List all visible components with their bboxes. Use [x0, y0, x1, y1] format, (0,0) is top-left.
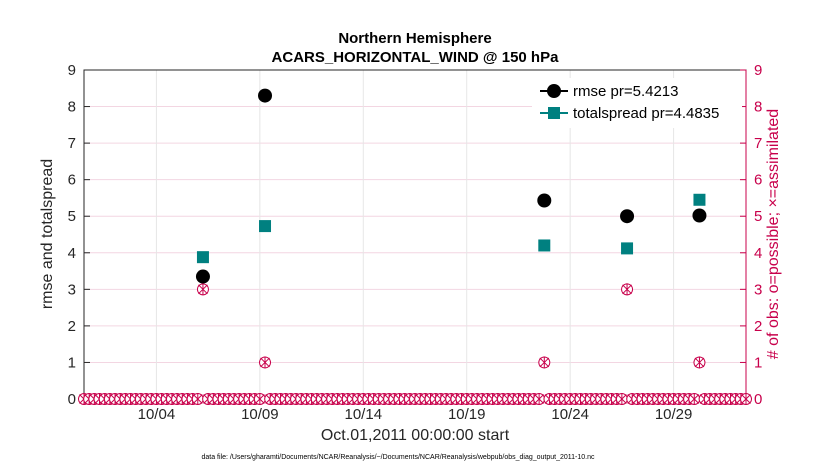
y-right-tick-label: 2	[754, 318, 762, 335]
totalspread-point	[621, 242, 634, 255]
rmse-point	[620, 209, 635, 224]
y-tick-label: 8	[68, 99, 76, 116]
chart-subtitle: ACARS_HORIZONTAL_WIND @ 150 hPa	[272, 49, 560, 66]
totalspread-point	[196, 251, 209, 264]
obs-count-markers	[78, 283, 752, 405]
legend-label-rmse: rmse pr=5.4213	[573, 83, 678, 100]
x-tick-label: 10/24	[551, 406, 589, 423]
y-tick-label: 0	[68, 391, 76, 408]
totalspread-point	[259, 220, 272, 233]
y-tick-label: 7	[68, 135, 76, 152]
y-axis-right-label: # of obs: o=possible; ×=assimilated	[765, 109, 782, 359]
series-markers	[195, 88, 707, 284]
totalspread-point	[538, 239, 551, 252]
y-right-tick-label: 0	[754, 391, 762, 408]
legend-label-totalspread: totalspread pr=4.4835	[573, 105, 719, 122]
data-file-footnote: data file: /Users/gharamti/Documents/NCA…	[201, 454, 595, 461]
rmse-point	[692, 208, 707, 223]
legend: rmse pr=5.4213 totalspread pr=4.4835	[532, 78, 742, 128]
x-tick-label: 10/04	[138, 406, 176, 423]
y-axis-right: 0 1 2 3 4 5 6 7 8 9	[740, 62, 762, 408]
legend-marker-totalspread	[548, 107, 560, 119]
x-axis-label: Oct.01,2011 00:00:00 start	[321, 427, 510, 444]
x-axis: 10/04 10/09 10/14 10/19 10/24 10/29	[138, 393, 693, 423]
y-axis-left: 0 1 2 3 4 5 6 7 8 9	[68, 62, 90, 408]
y-right-tick-label: 4	[754, 245, 762, 262]
y-right-tick-label: 5	[754, 208, 762, 225]
rmse-point	[537, 193, 552, 208]
y-tick-label: 3	[68, 281, 76, 298]
y-right-tick-label: 3	[754, 281, 762, 298]
y-tick-label: 4	[68, 245, 76, 262]
y-right-tick-label: 8	[754, 99, 762, 116]
y-right-tick-label: 1	[754, 354, 762, 371]
y-right-tick-label: 7	[754, 135, 762, 152]
rmse-point	[258, 88, 273, 103]
y-tick-label: 1	[68, 354, 76, 371]
x-tick-label: 10/19	[448, 406, 486, 423]
y-right-tick-label: 6	[754, 172, 762, 189]
y-tick-label: 9	[68, 62, 76, 79]
y-right-tick-label: 9	[754, 62, 762, 79]
y-tick-label: 6	[68, 172, 76, 189]
legend-marker-rmse	[547, 84, 561, 98]
x-tick-label: 10/29	[655, 406, 693, 423]
x-tick-label: 10/14	[345, 406, 383, 423]
chart-title: Northern Hemisphere	[338, 30, 491, 47]
totalspread-point	[693, 193, 706, 206]
rmse-point	[195, 269, 210, 284]
y-tick-label: 5	[68, 208, 76, 225]
y-axis-label: rmse and totalspread	[39, 159, 56, 309]
x-tick-label: 10/09	[241, 406, 279, 423]
y-tick-label: 2	[68, 318, 76, 335]
